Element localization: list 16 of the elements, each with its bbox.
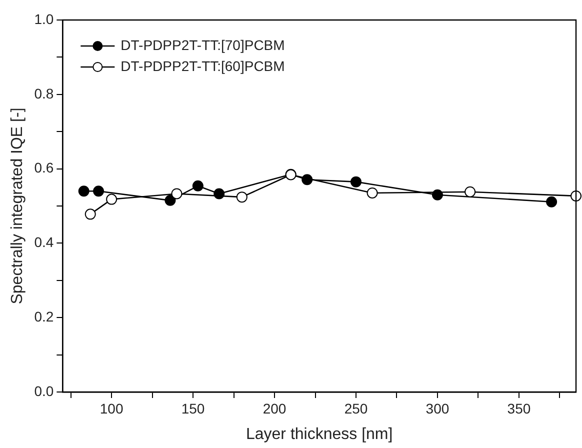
y-tick-label: 0.8: [34, 85, 54, 102]
legend-label: DT-PDPP2T-TT:[60]PCBM: [120, 58, 285, 74]
x-tick-label: 350: [507, 400, 531, 416]
x-tick-label: 200: [262, 400, 286, 416]
x-tick-label: 250: [344, 400, 368, 416]
x-tick-label: 300: [426, 400, 450, 416]
x-axis-title: Layer thickness [nm]: [246, 426, 393, 443]
y-tick-label: 0.4: [34, 234, 54, 250]
x-tick-label: 100: [100, 400, 124, 416]
y-tick-label: 0.2: [34, 308, 54, 324]
x-tick-label: 150: [181, 400, 205, 416]
legend-label: DT-PDPP2T-TT:[70]PCBM: [120, 36, 285, 53]
y-tick-label: 0.0: [34, 382, 54, 399]
y-tick-label: 1.0: [34, 10, 54, 27]
y-tick-label: 0.6: [34, 160, 54, 176]
y-axis-title: Spectrally integrated IQE [-]: [9, 108, 26, 304]
